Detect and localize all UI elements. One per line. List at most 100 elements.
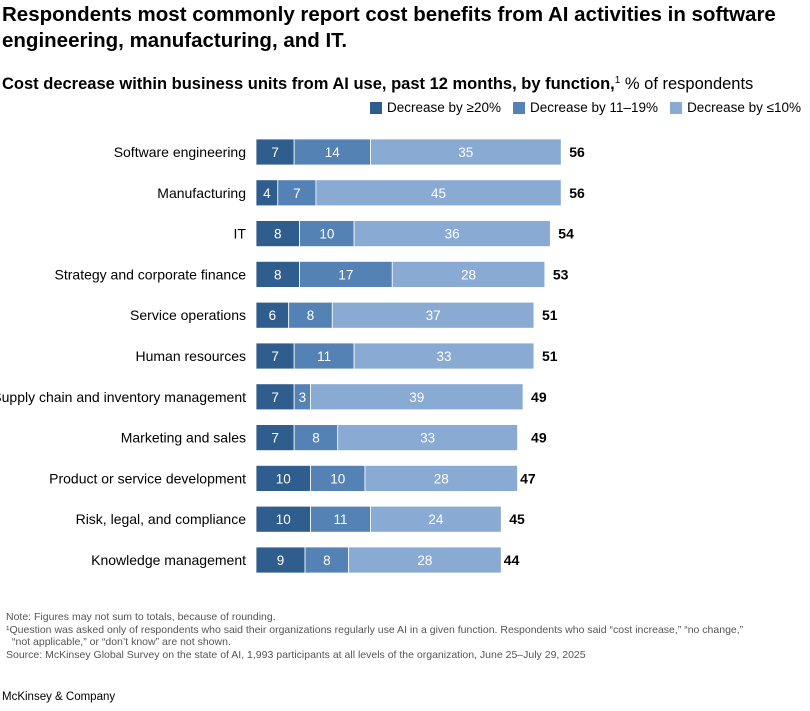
stacked-bar-chart: Software engineering 7 14 35 56 Manufacturing… (0, 138, 585, 574)
bar-segment-it-s2 (353, 220, 551, 248)
category-label-supply-chain-and-inventory-management: Supply chain and inventory management (0, 389, 246, 405)
bar-value-risk-legal-and-compliance-s2: 24 (428, 512, 444, 527)
total-label-strategy-and-corporate-finance: 53 (553, 266, 569, 282)
category-label-human-resources: Human resources (136, 348, 247, 364)
footnote-marker: 1 (614, 75, 621, 86)
source: Source: McKinsey Global Survey on the st… (6, 648, 586, 661)
bar-segment-marketing-and-sales-s1 (293, 424, 339, 452)
bar-value-marketing-and-sales-s2: 33 (420, 431, 435, 446)
bar-value-it-s0: 8 (274, 227, 282, 242)
note: Note: Figures may not sum to totals, bec… (6, 611, 276, 623)
bar-value-strategy-and-corporate-finance-s0: 8 (274, 267, 282, 282)
bar-segment-human-resources-s1 (293, 342, 355, 370)
bar-value-manufacturing-s1: 7 (293, 186, 301, 201)
bar-segment-risk-legal-and-compliance-s2 (370, 505, 502, 533)
bar-value-service-operations-s2: 37 (426, 308, 441, 323)
category-label-marketing-and-sales: Marketing and sales (121, 430, 246, 446)
bar-value-strategy-and-corporate-finance-s2: 28 (461, 267, 476, 282)
bar-segment-software-engineering-s0 (255, 138, 295, 166)
bar-value-supply-chain-and-inventory-management-s0: 7 (271, 390, 279, 405)
bar-segment-service-operations-s1 (288, 301, 333, 329)
bar-segment-knowledge-management-s1 (304, 546, 350, 574)
legend-item-11-19: Decrease by 11–19% (512, 100, 659, 115)
bar-segment-service-operations-s2 (331, 301, 535, 329)
legend-item-ge20: Decrease by ≥20% (370, 100, 501, 115)
bar-segment-product-or-service-development-s1 (310, 464, 366, 492)
total-label-marketing-and-sales: 49 (531, 430, 547, 446)
footnote-1-line-2: “not applicable,” or “don’t know” are no… (12, 636, 231, 648)
bar-segment-marketing-and-sales-s2 (337, 424, 519, 452)
bar-segment-risk-legal-and-compliance-s0 (255, 505, 311, 533)
chart-title: Respondents most commonly report cost be… (2, 3, 776, 52)
bar-value-risk-legal-and-compliance-s1: 11 (333, 512, 347, 527)
bar-value-human-resources-s1: 11 (317, 349, 331, 364)
bar-value-marketing-and-sales-s0: 7 (271, 431, 279, 446)
footnote-1-line-1: ¹Question was asked only of respondents … (6, 623, 744, 636)
legend-swatch-11-19 (512, 101, 525, 114)
legend-label-11-19: Decrease by 11–19% (529, 100, 659, 115)
total-label-service-operations: 51 (542, 307, 558, 323)
bar-segment-manufacturing-s2 (315, 179, 562, 207)
bar-segment-risk-legal-and-compliance-s1 (310, 505, 371, 533)
bar-value-strategy-and-corporate-finance-s1: 17 (338, 267, 353, 282)
total-label-manufacturing: 56 (569, 185, 585, 201)
subtitle-bold: Cost decrease within business units from… (2, 75, 615, 93)
bar-segment-product-or-service-development-s0 (255, 464, 311, 492)
bar-segment-it-s0 (255, 220, 300, 248)
bar-value-manufacturing-s2: 45 (431, 186, 446, 201)
category-label-risk-legal-and-compliance: Risk, legal, and compliance (76, 511, 247, 527)
bar-segment-human-resources-s2 (353, 342, 535, 370)
bar-value-human-resources-s0: 7 (271, 349, 279, 364)
category-label-product-or-service-development: Product or service development (49, 470, 246, 486)
bar-value-knowledge-management-s0: 9 (277, 553, 285, 568)
bar-segment-knowledge-management-s2 (348, 546, 502, 574)
total-label-product-or-service-development: 47 (520, 470, 536, 486)
total-label-human-resources: 51 (542, 348, 558, 364)
category-label-strategy-and-corporate-finance: Strategy and corporate finance (55, 266, 247, 282)
bar-value-service-operations-s0: 6 (269, 308, 277, 323)
bar-value-service-operations-s1: 8 (307, 308, 315, 323)
bar-value-product-or-service-development-s2: 28 (434, 471, 449, 486)
legend-swatch-le10 (670, 101, 683, 114)
bar-value-knowledge-management-s1: 8 (323, 553, 331, 568)
bar-value-supply-chain-and-inventory-management-s1: 3 (299, 390, 307, 405)
total-label-risk-legal-and-compliance: 45 (509, 511, 525, 527)
bar-value-it-s2: 36 (445, 227, 460, 242)
bar-value-software-engineering-s2: 35 (458, 145, 473, 160)
bar-value-product-or-service-development-s0: 10 (276, 471, 291, 486)
category-label-service-operations: Service operations (130, 307, 246, 323)
bar-segment-strategy-and-corporate-finance-s1 (299, 260, 393, 288)
bar-value-software-engineering-s0: 7 (271, 145, 279, 160)
legend-label-ge20: Decrease by ≥20% (387, 100, 501, 115)
bar-value-supply-chain-and-inventory-management-s2: 39 (409, 390, 424, 405)
legend-item-le10: Decrease by ≤10% (670, 100, 801, 115)
legend-swatch-ge20 (370, 101, 382, 114)
bar-segment-supply-chain-and-inventory-management-s0 (255, 383, 295, 411)
bar-value-it-s1: 10 (319, 227, 334, 242)
bar-segment-software-engineering-s2 (370, 138, 562, 166)
bar-value-human-resources-s2: 33 (437, 349, 452, 364)
bar-segment-product-or-service-development-s2 (364, 464, 519, 492)
category-label-software-engineering: Software engineering (114, 144, 246, 160)
bar-value-manufacturing-s0: 4 (263, 186, 271, 201)
brand-label: McKinsey & Company (2, 691, 116, 703)
footnotes: Note: Figures may not sum to totals, bec… (6, 611, 806, 661)
legend: Decrease by ≥20% Decrease by 11–19% Decr… (370, 100, 801, 115)
bar-value-knowledge-management-s2: 28 (417, 553, 432, 568)
bar-value-marketing-and-sales-s1: 8 (312, 431, 320, 446)
total-label-supply-chain-and-inventory-management: 49 (531, 389, 547, 405)
chart-subtitle: Cost decrease within business units from… (2, 71, 753, 94)
bar-value-software-engineering-s1: 14 (325, 145, 341, 160)
bar-value-product-or-service-development-s1: 10 (330, 471, 345, 486)
bar-segment-strategy-and-corporate-finance-s2 (391, 260, 546, 288)
total-label-knowledge-management: 44 (504, 552, 520, 568)
bar-value-risk-legal-and-compliance-s0: 10 (276, 512, 291, 527)
legend-label-le10: Decrease by ≤10% (687, 100, 802, 115)
category-label-it: IT (234, 226, 247, 242)
subtitle-unit: % of respondents (620, 75, 754, 93)
bar-segment-supply-chain-and-inventory-management-s2 (310, 383, 524, 411)
category-label-knowledge-management: Knowledge management (91, 552, 246, 568)
category-label-manufacturing: Manufacturing (157, 185, 246, 201)
total-label-software-engineering: 56 (569, 144, 585, 160)
total-label-it: 54 (558, 226, 574, 242)
